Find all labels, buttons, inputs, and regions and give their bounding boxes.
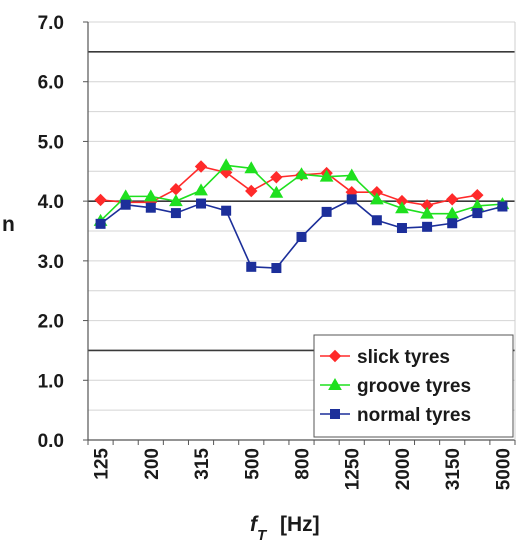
x-tick-label: 800 <box>293 448 314 480</box>
data-point <box>269 185 284 198</box>
data-point <box>244 161 259 174</box>
data-point <box>194 183 208 196</box>
y-tick-label: 1.0 <box>38 371 64 392</box>
data-point <box>245 184 258 198</box>
legend-swatch-marker <box>328 377 342 390</box>
legend-item: slick tyres <box>320 347 450 368</box>
legend-swatch-marker <box>330 409 340 419</box>
y-tick-label: 7.0 <box>38 13 64 34</box>
legend-swatch-marker <box>328 349 342 363</box>
x-tick-label: 200 <box>142 448 163 480</box>
data-point <box>445 206 460 219</box>
x-tick-label: 3150 <box>443 448 464 490</box>
y-tick-label: 0.0 <box>38 431 64 452</box>
x-tick-label: 5000 <box>493 448 514 490</box>
data-point <box>396 223 407 234</box>
series-layer <box>93 158 510 274</box>
legend-label: normal tyres <box>357 405 471 426</box>
legend-item: normal tyres <box>320 405 471 426</box>
data-point <box>143 189 158 202</box>
data-point <box>319 169 334 182</box>
data-point <box>371 215 382 226</box>
x-tick-label: 125 <box>92 448 113 480</box>
data-point <box>395 201 409 214</box>
ticks-layer: 0.0 1.0 2.0 3.0 4.0 5.0 6.0 7.0 125 200 315 500 800 1… <box>38 13 516 490</box>
data-point <box>270 171 283 184</box>
y-tick-label: 5.0 <box>38 132 64 153</box>
data-point <box>246 261 257 272</box>
data-point <box>120 199 131 210</box>
series-groove-tyres <box>93 158 510 226</box>
x-axis-label-sub: T <box>257 527 268 544</box>
data-point <box>219 158 234 171</box>
x-tick-label: 315 <box>192 448 213 480</box>
data-point <box>369 192 384 205</box>
data-point <box>445 193 459 206</box>
series-line <box>100 165 478 207</box>
series-normal-tyres <box>95 194 508 274</box>
y-tick-label: 2.0 <box>38 312 64 333</box>
legend-label: groove tyres <box>357 376 471 397</box>
data-point <box>221 205 232 216</box>
data-point <box>95 218 106 229</box>
data-point <box>422 221 433 232</box>
data-point <box>296 231 307 242</box>
y-axis-label: n <box>2 213 15 236</box>
data-point <box>94 193 107 207</box>
data-point <box>472 208 483 219</box>
y-tick-label: 4.0 <box>38 192 64 213</box>
data-point <box>447 218 458 229</box>
data-point <box>170 208 181 219</box>
data-point <box>346 194 357 205</box>
data-point <box>344 168 359 181</box>
data-point <box>321 206 332 217</box>
data-point <box>420 206 434 219</box>
legend-box <box>313 334 514 438</box>
data-point <box>271 263 282 274</box>
legend: slick tyres groove tyres normal tyres <box>313 334 514 438</box>
y-tick-label: 6.0 <box>38 73 64 94</box>
axes-layer <box>87 22 516 441</box>
y-tick-label: 3.0 <box>38 252 64 273</box>
x-tick-label: 1250 <box>343 448 364 490</box>
x-axis-label-unit: [Hz] <box>280 513 320 536</box>
legend-label: slick tyres <box>357 347 450 368</box>
data-point <box>497 201 508 212</box>
x-tick-label: 500 <box>242 448 263 480</box>
data-point <box>196 198 207 209</box>
x-axis-label-main: f <box>250 513 259 536</box>
x-tick-label: 2000 <box>393 448 414 490</box>
data-point <box>194 160 208 173</box>
data-point <box>145 202 156 213</box>
x-axis-label: fT [Hz] <box>250 513 320 544</box>
data-point <box>169 194 183 207</box>
legend-item: groove tyres <box>320 376 471 397</box>
data-point <box>294 167 309 180</box>
